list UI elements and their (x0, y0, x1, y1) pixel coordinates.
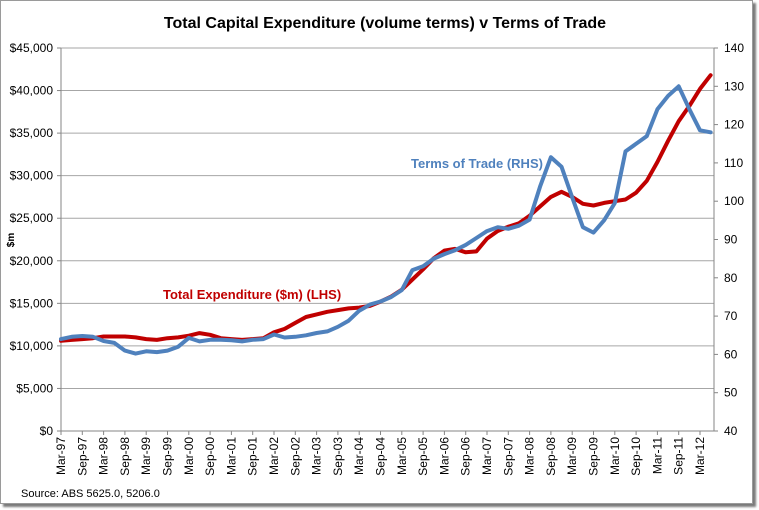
x-tick-label: Sep-06 (459, 437, 473, 476)
x-tick-label: Mar-00 (182, 437, 196, 475)
x-tick-label: Mar-07 (480, 437, 494, 475)
x-tick-label: Mar-98 (97, 437, 111, 475)
chart-title: Total Capital Expenditure (volume terms)… (164, 15, 606, 32)
annotation-terms-of-trade: Terms of Trade (RHS) (411, 156, 543, 171)
y-tick-label: $5,000 (16, 381, 53, 395)
x-tick-label: Sep-98 (118, 437, 132, 476)
y-tick-label: $20,000 (10, 254, 54, 268)
y2-tick-label: 90 (724, 233, 738, 247)
x-tick-label: Mar-12 (693, 437, 707, 475)
y-tick-label: $0 (40, 424, 54, 438)
series-group (59, 73, 713, 356)
y2-tick-label: 110 (724, 156, 743, 170)
x-tick-label: Mar-03 (310, 437, 324, 475)
x-tick-label: Sep-03 (331, 437, 345, 476)
y2-tick-label: 140 (724, 41, 744, 55)
x-tick-label: Mar-06 (437, 437, 451, 475)
y2-tick-label: 60 (724, 347, 738, 361)
x-tick-label: Mar-02 (267, 437, 281, 475)
x-tick-label: Sep-07 (501, 437, 515, 476)
x-tick-label: Sep-05 (416, 437, 430, 476)
y-tick-label: $45,000 (10, 41, 54, 55)
y2-tick-label: 130 (724, 79, 744, 93)
y2-tick-label: 120 (724, 118, 744, 132)
x-tick-label: Mar-01 (224, 437, 238, 475)
source-note: Source: ABS 5625.0, 5206.0 (21, 488, 160, 500)
x-tick-label: Mar-09 (565, 437, 579, 475)
x-tick-label: Sep-11 (672, 437, 686, 475)
x-tick-label: Mar-97 (54, 437, 68, 475)
y-tick-label: $40,000 (10, 84, 54, 98)
x-tick-label: Sep-01 (246, 437, 260, 476)
x-tick-label: Sep-10 (629, 437, 643, 476)
y-tick-label: $10,000 (10, 339, 54, 353)
plot-area (60, 48, 715, 432)
y-axis-title: $m (6, 233, 17, 248)
x-axis: Mar-97 Sep-97 Mar-98 Sep-98 Mar-99 Sep-99 Mar-… (54, 431, 707, 476)
left-axis: $0 $5,000 $10,000 $15,000 $20,000 $25,000 $30,… (10, 41, 61, 438)
x-tick-label: Mar-04 (352, 437, 366, 475)
x-tick-label: Mar-99 (139, 437, 153, 475)
x-tick-label: Sep-08 (544, 437, 558, 476)
y-tick-label: $35,000 (10, 126, 54, 140)
x-tick-label: Sep-02 (288, 437, 302, 476)
x-tick-label: Sep-04 (374, 437, 388, 476)
gridlines (61, 47, 714, 432)
x-tick-label: Sep-97 (75, 437, 89, 476)
y2-tick-label: 40 (724, 424, 738, 438)
x-tick-label: Sep-99 (161, 437, 175, 476)
x-tick-label: Mar-10 (608, 437, 622, 475)
y-tick-label: $25,000 (10, 211, 54, 225)
y-tick-label: $30,000 (10, 169, 54, 183)
right-axis: 40 50 60 70 80 90 100 110 120 130 140 (714, 41, 744, 438)
x-tick-label: Mar-11 (650, 437, 664, 474)
y-tick-label: $15,000 (10, 296, 54, 310)
x-tick-label: Sep-00 (203, 437, 217, 476)
terms-of-trade-line (59, 84, 713, 356)
x-tick-label: Sep-09 (587, 437, 601, 476)
y2-tick-label: 50 (724, 386, 738, 400)
y2-tick-label: 100 (724, 194, 744, 208)
annotation-total-expenditure: Total Expenditure ($m) (LHS) (163, 287, 341, 302)
x-tick-label: Mar-08 (523, 437, 537, 475)
y2-tick-label: 70 (724, 309, 738, 323)
x-tick-label: Mar-05 (395, 437, 409, 475)
y2-tick-label: 80 (724, 271, 738, 285)
